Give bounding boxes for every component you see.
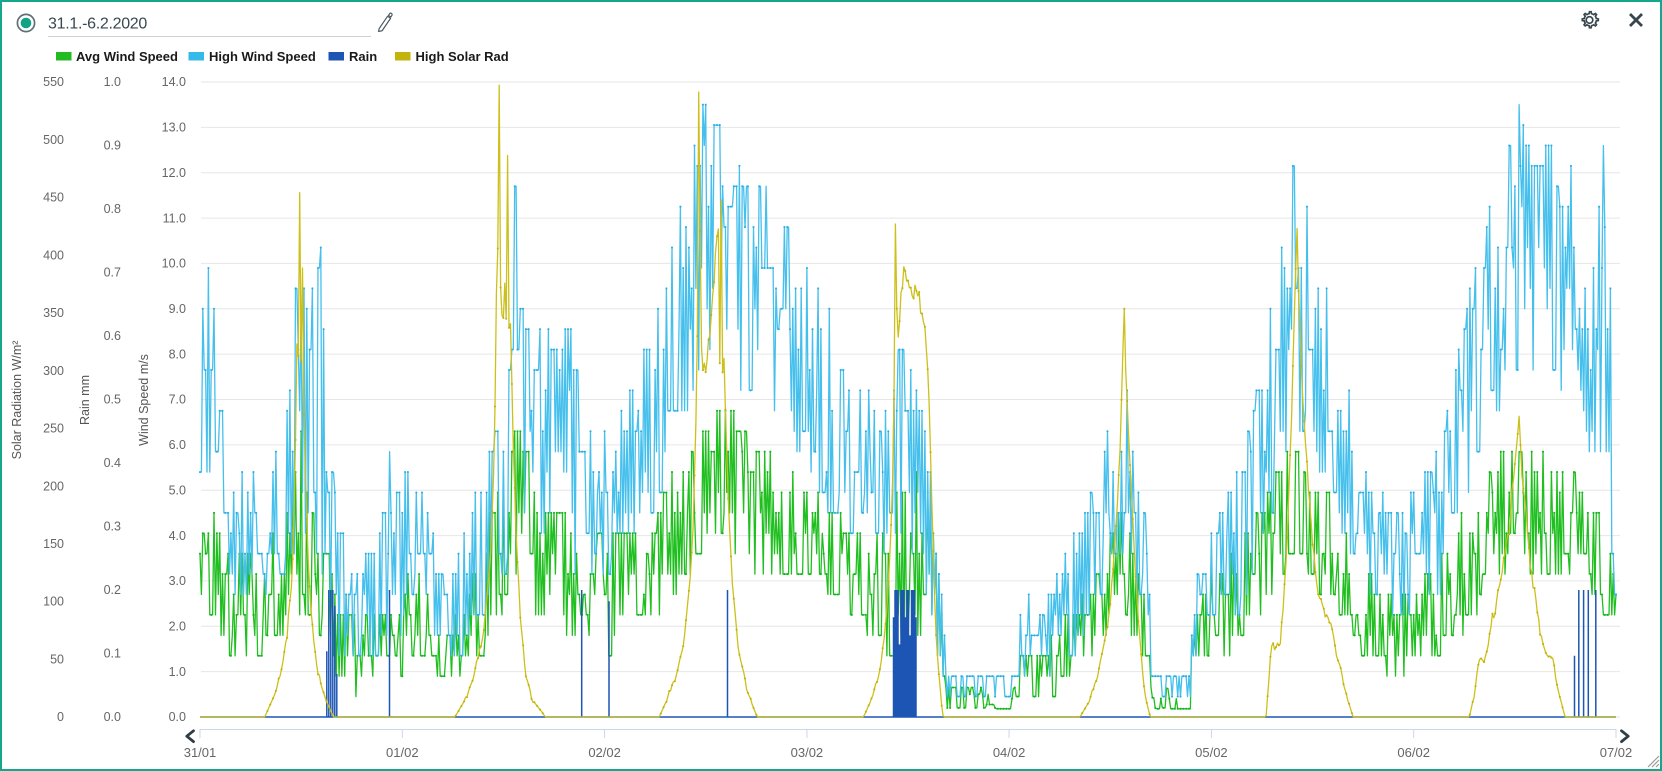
svg-text:0.5: 0.5 bbox=[104, 393, 121, 407]
svg-text:10.0: 10.0 bbox=[162, 257, 186, 271]
svg-text:13.0: 13.0 bbox=[162, 121, 186, 135]
svg-text:250: 250 bbox=[43, 422, 64, 436]
svg-text:500: 500 bbox=[43, 133, 64, 147]
svg-text:High Solar Rad: High Solar Rad bbox=[416, 49, 509, 64]
svg-text:03/02: 03/02 bbox=[791, 745, 824, 760]
svg-text:550: 550 bbox=[43, 75, 64, 89]
svg-text:0.0: 0.0 bbox=[169, 710, 186, 724]
svg-text:0.2: 0.2 bbox=[104, 583, 121, 597]
svg-text:12.0: 12.0 bbox=[162, 166, 186, 180]
svg-text:150: 150 bbox=[43, 537, 64, 551]
svg-text:02/02: 02/02 bbox=[588, 745, 621, 760]
svg-text:8.0: 8.0 bbox=[169, 347, 186, 361]
svg-text:200: 200 bbox=[43, 479, 64, 493]
svg-text:Solar Radiation W/m²: Solar Radiation W/m² bbox=[10, 341, 24, 460]
svg-text:1.0: 1.0 bbox=[104, 75, 121, 89]
svg-text:0.9: 0.9 bbox=[104, 139, 121, 153]
svg-text:05/02: 05/02 bbox=[1195, 745, 1228, 760]
svg-text:0.0: 0.0 bbox=[104, 710, 121, 724]
svg-text:Avg Wind Speed: Avg Wind Speed bbox=[76, 49, 178, 64]
svg-text:5.0: 5.0 bbox=[169, 483, 186, 497]
svg-text:0.8: 0.8 bbox=[104, 202, 121, 216]
svg-text:Rain: Rain bbox=[349, 49, 377, 64]
svg-text:0.4: 0.4 bbox=[104, 456, 121, 470]
svg-text:06/02: 06/02 bbox=[1397, 745, 1430, 760]
svg-text:High Wind Speed: High Wind Speed bbox=[209, 49, 316, 64]
svg-text:04/02: 04/02 bbox=[993, 745, 1026, 760]
svg-text:100: 100 bbox=[43, 595, 64, 609]
svg-text:300: 300 bbox=[43, 364, 64, 378]
svg-text:400: 400 bbox=[43, 248, 64, 262]
svg-text:14.0: 14.0 bbox=[162, 75, 186, 89]
svg-text:31.1.-6.2.2020: 31.1.-6.2.2020 bbox=[48, 16, 147, 33]
svg-text:9.0: 9.0 bbox=[169, 302, 186, 316]
svg-text:2.0: 2.0 bbox=[169, 620, 186, 634]
svg-text:01/02: 01/02 bbox=[386, 745, 419, 760]
svg-text:0.1: 0.1 bbox=[104, 647, 121, 661]
svg-text:350: 350 bbox=[43, 306, 64, 320]
svg-text:0: 0 bbox=[57, 710, 64, 724]
svg-text:6.0: 6.0 bbox=[169, 438, 186, 452]
svg-text:1.0: 1.0 bbox=[169, 665, 186, 679]
svg-text:0.7: 0.7 bbox=[104, 266, 121, 280]
svg-text:11.0: 11.0 bbox=[163, 211, 186, 225]
svg-text:450: 450 bbox=[43, 191, 64, 205]
svg-text:4.0: 4.0 bbox=[169, 529, 186, 543]
svg-text:07/02: 07/02 bbox=[1600, 745, 1633, 760]
svg-text:31/01: 31/01 bbox=[184, 745, 217, 760]
svg-text:Wind Speed m/s: Wind Speed m/s bbox=[137, 354, 151, 446]
svg-text:3.0: 3.0 bbox=[169, 574, 186, 588]
svg-text:50: 50 bbox=[50, 653, 64, 667]
svg-text:Rain mm: Rain mm bbox=[78, 375, 92, 425]
svg-text:7.0: 7.0 bbox=[169, 393, 186, 407]
svg-text:0.6: 0.6 bbox=[104, 329, 121, 343]
svg-text:0.3: 0.3 bbox=[104, 520, 121, 534]
